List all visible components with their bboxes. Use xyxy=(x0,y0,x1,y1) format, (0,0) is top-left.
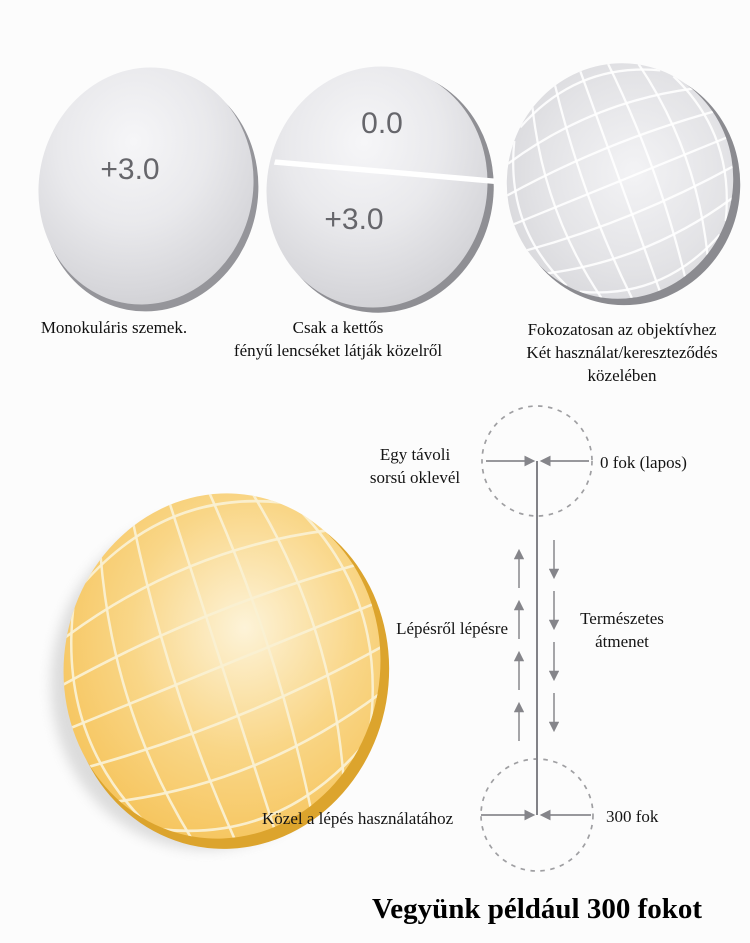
zero-degree-label: 0 fok (lapos) xyxy=(600,453,687,472)
caption-line: Csak a kettős xyxy=(292,318,384,337)
monofocal-caption: Monokuláris szemek. xyxy=(14,316,214,339)
footer-title: Vegyünk például 300 fokot xyxy=(371,893,703,925)
label-line: Egy távoli xyxy=(379,445,451,464)
progressive-caption: Fokozatosan az objektívhez Két használat… xyxy=(497,318,747,387)
bifocal-divider-line xyxy=(258,157,499,185)
label-line: átmenet xyxy=(595,632,649,651)
monofocal-lens xyxy=(38,67,259,312)
label-line: Természetes xyxy=(580,609,664,628)
caption-line: Monokuláris szemek. xyxy=(40,318,188,337)
near-zone-label: Közel a lépés használatához xyxy=(262,809,454,828)
distance-zone-label: Egy távoli sorsú oklevél xyxy=(348,443,482,489)
transition-diagram xyxy=(480,405,594,872)
yellow-progressive-lens xyxy=(0,380,490,943)
monofocal-power-label: +3.0 xyxy=(100,153,159,186)
natural-transition-label: Természetes átmenet xyxy=(560,607,684,653)
bifocal-top-power-label: 0.0 xyxy=(361,107,403,140)
bifocal-lens xyxy=(258,66,499,313)
progressive-gray-lens xyxy=(484,42,750,320)
three-hundred-degree-label: 300 fok xyxy=(606,807,659,826)
caption-line: Két használat/kereszteződés xyxy=(526,343,718,362)
bifocal-caption: Csak a kettős fényű lencséket látják köz… xyxy=(223,316,453,362)
step-by-step-label: Lépésről lépésre xyxy=(396,619,508,638)
caption-line: fényű lencséket látják közelről xyxy=(233,341,443,360)
top-dashed-circle xyxy=(481,405,593,517)
lens-body xyxy=(266,66,488,308)
lens-body xyxy=(38,67,254,305)
caption-line: Fokozatosan az objektívhez xyxy=(527,320,717,339)
bifocal-bottom-power-label: +3.0 xyxy=(324,203,383,236)
caption-line: közelében xyxy=(587,366,657,385)
label-line: sorsú oklevél xyxy=(369,468,461,487)
